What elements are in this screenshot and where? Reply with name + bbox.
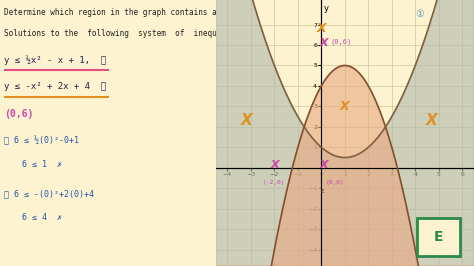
Text: E: E: [434, 230, 443, 244]
Text: (0,6): (0,6): [4, 109, 34, 119]
Text: Solutions to the  following  system  of  inequalities:: Solutions to the following system of ine…: [4, 29, 254, 38]
Text: X: X: [319, 38, 328, 48]
Text: 6 ≤ 1  ✗: 6 ≤ 1 ✗: [22, 160, 62, 169]
Text: X: X: [240, 113, 252, 128]
Text: X: X: [319, 160, 328, 170]
Text: y ≤ -x² + 2x + 4  ②: y ≤ -x² + 2x + 4 ②: [4, 82, 107, 92]
Text: 6 ≤ 4  ✗: 6 ≤ 4 ✗: [22, 213, 62, 222]
Text: X: X: [317, 22, 326, 35]
Text: ② 6 ≤ -(0)²+2(0)+4: ② 6 ≤ -(0)²+2(0)+4: [4, 189, 94, 198]
Text: X: X: [270, 160, 279, 170]
FancyBboxPatch shape: [417, 218, 460, 256]
Text: X: X: [426, 113, 438, 128]
Text: (0,0): (0,0): [326, 180, 345, 185]
Text: E: E: [320, 189, 324, 194]
Text: ①: ①: [416, 9, 424, 19]
Text: Determine which region in the graph contains all the: Determine which region in the graph cont…: [4, 8, 245, 17]
Text: (0,6): (0,6): [331, 39, 352, 45]
Text: (-2,0): (-2,0): [263, 180, 286, 185]
Text: ① 6 ≤ ½(0)²-0+1: ① 6 ≤ ½(0)²-0+1: [4, 136, 79, 145]
Text: y: y: [324, 4, 328, 13]
Text: X: X: [340, 100, 350, 113]
Text: ②: ②: [441, 236, 450, 246]
Text: y ≤ ½x² - x + 1,  ①: y ≤ ½x² - x + 1, ①: [4, 56, 107, 65]
